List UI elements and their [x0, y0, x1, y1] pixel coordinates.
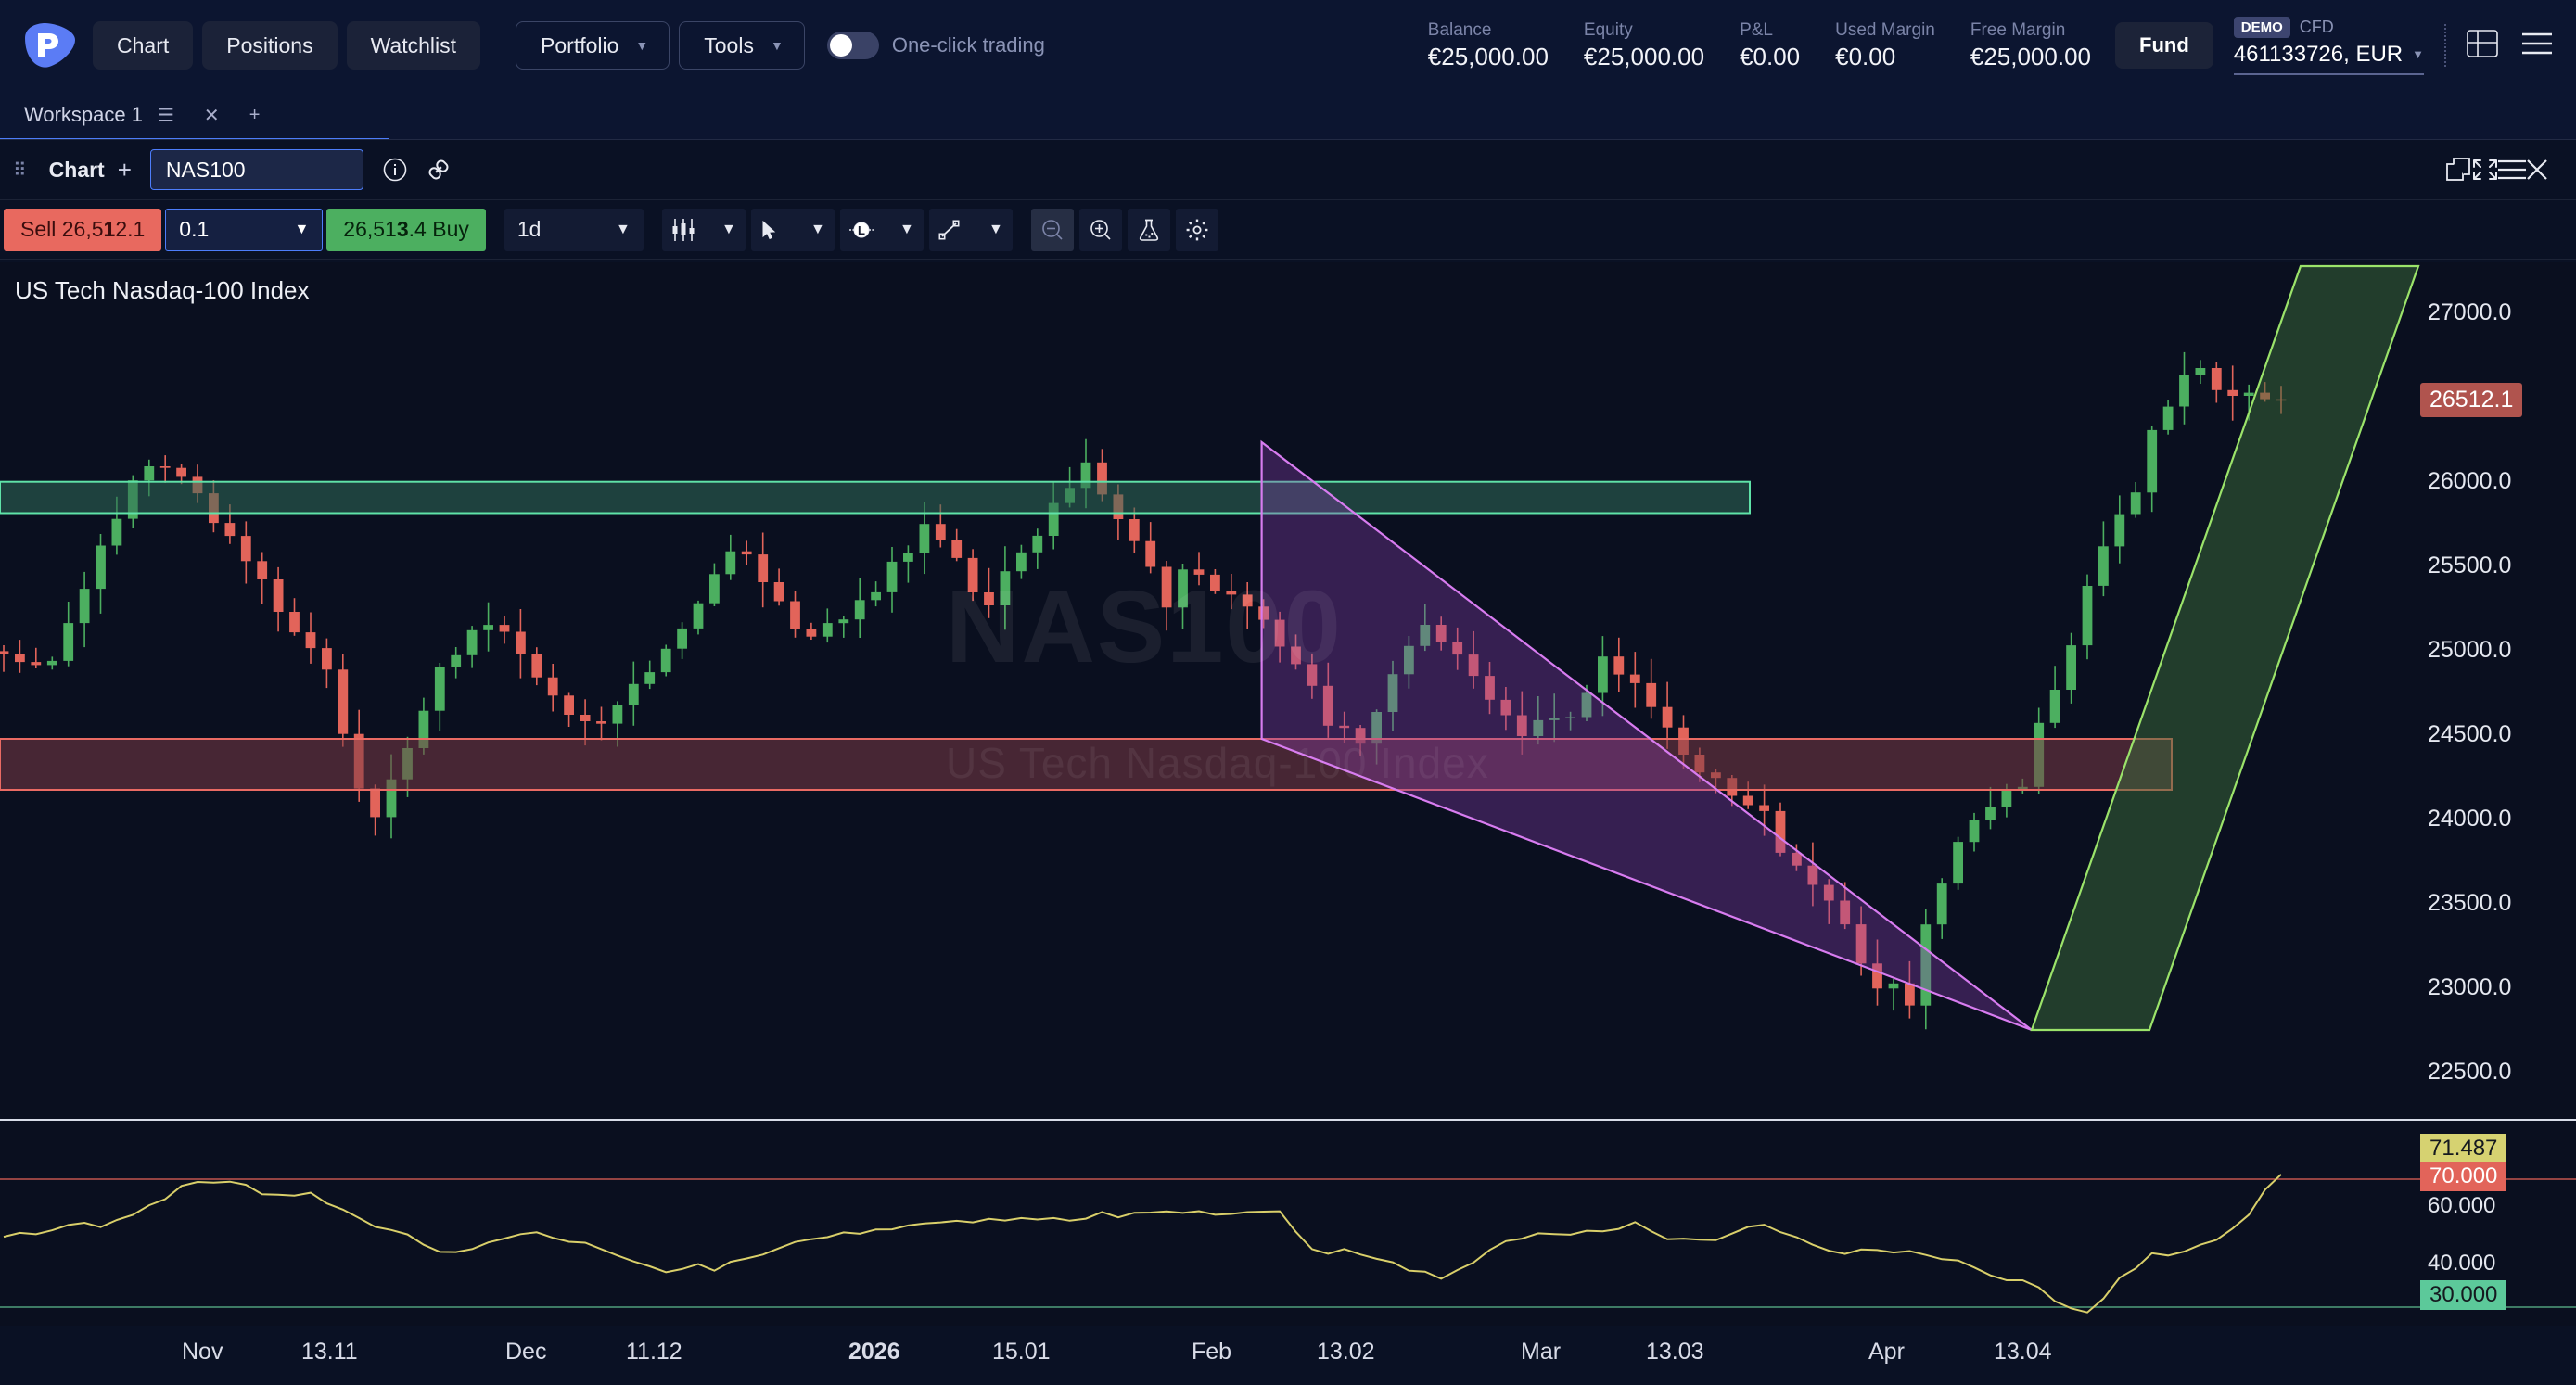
svg-text:L: L	[858, 223, 865, 237]
